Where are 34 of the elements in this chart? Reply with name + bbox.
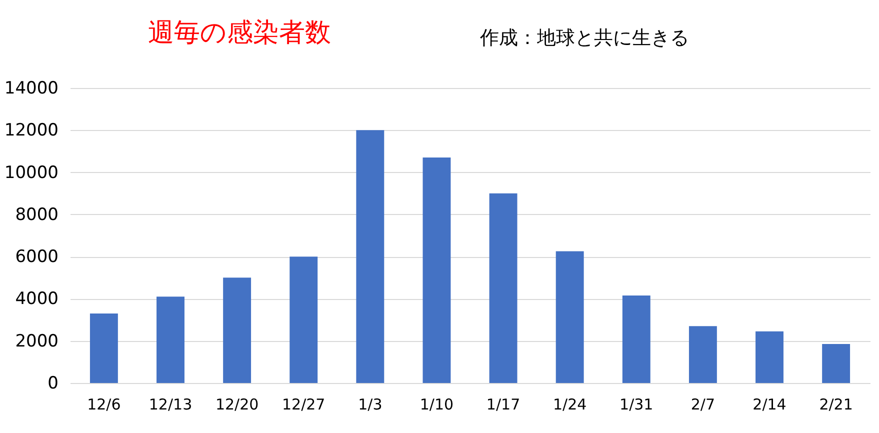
bar (556, 251, 584, 383)
y-tick-label: 0 (48, 374, 58, 394)
x-tick-label: 1/24 (552, 396, 587, 414)
y-tick-label: 14000 (4, 78, 58, 98)
x-tick-label: 1/17 (486, 396, 520, 414)
chart-title: 週毎の感染者数 (148, 18, 331, 48)
y-tick-label: 2000 (15, 331, 58, 352)
x-tick-label: 2/7 (690, 396, 716, 414)
x-tick-label: 12/20 (215, 396, 259, 414)
x-tick-label: 1/31 (620, 396, 654, 414)
y-tick-label: 4000 (15, 289, 58, 310)
bar (290, 256, 318, 383)
y-tick-label: 8000 (15, 204, 58, 225)
y-tick-label: 12000 (4, 120, 58, 141)
x-tick-label: 12/27 (282, 396, 326, 414)
bar (90, 313, 118, 383)
x-tick-label: 12/13 (148, 396, 192, 414)
x-tick-label: 12/6 (87, 396, 121, 414)
x-tick-label: 1/3 (358, 396, 382, 414)
bar (756, 331, 784, 383)
bar (223, 278, 252, 383)
x-tick-label: 2/14 (752, 396, 786, 414)
bar (688, 326, 717, 383)
y-tick-label: 10000 (4, 162, 58, 183)
y-tick-label: 6000 (15, 247, 58, 268)
bar (622, 296, 650, 383)
bar (156, 296, 184, 383)
bar (356, 130, 384, 383)
x-tick-label: 1/10 (420, 396, 454, 414)
text: 作成：地球と共に生きる (479, 27, 689, 49)
x-tick-label: 2/21 (819, 396, 853, 414)
bar (489, 193, 518, 383)
bar (422, 158, 451, 383)
bar (822, 344, 850, 383)
